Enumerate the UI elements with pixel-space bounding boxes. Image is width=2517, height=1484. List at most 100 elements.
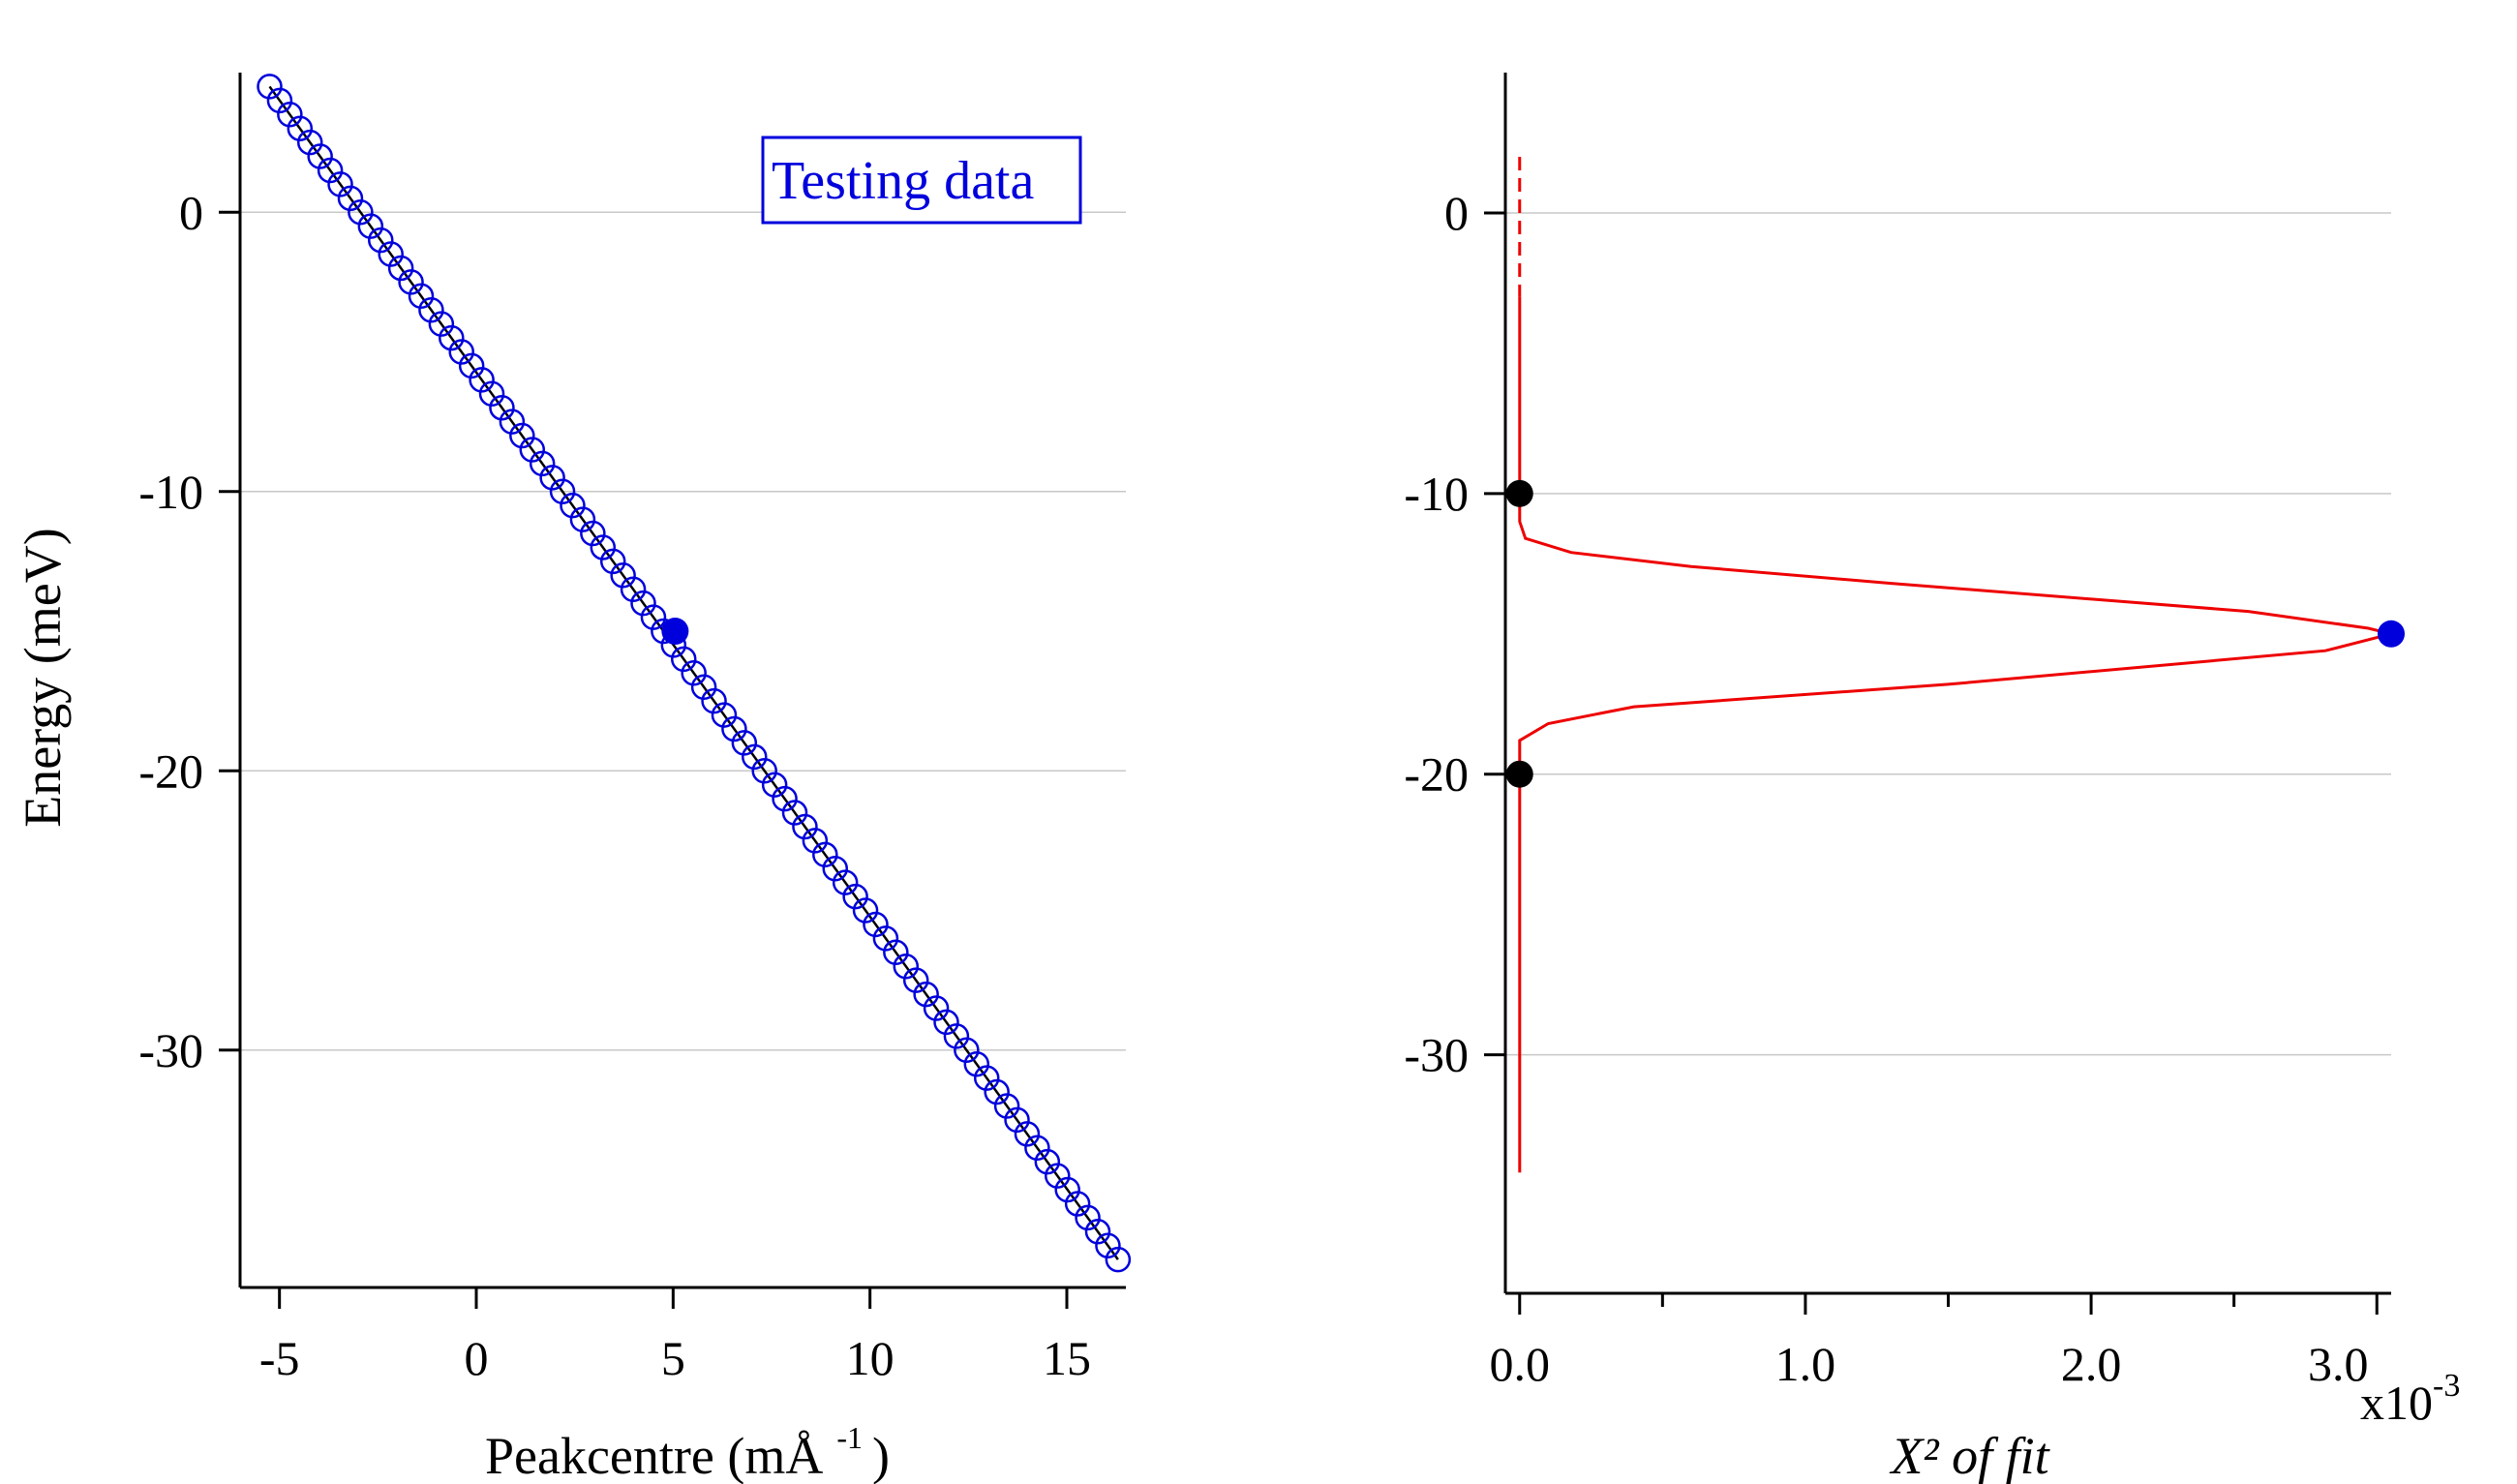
data-point [590, 534, 617, 560]
data-point [852, 897, 879, 924]
data-point [984, 1078, 1010, 1105]
right-y-tick-label: 0 [1444, 186, 1469, 240]
data-point [1045, 1163, 1071, 1189]
energy-vs-peakcentre-chart: 0 -10 -20 -30 -5 0 5 10 15 Testing data Energy (… [14, 73, 1132, 1484]
data-point [751, 758, 777, 784]
data-point [469, 367, 495, 393]
left-y-tick-label: -10 [138, 465, 203, 519]
data-point [913, 981, 939, 1008]
data-point [883, 939, 909, 966]
left-x-axis-title-main: Peakcentre (mÅ [485, 1427, 823, 1484]
data-point [398, 269, 424, 295]
data-point [428, 311, 455, 337]
data-point [1054, 1176, 1080, 1203]
data-point [822, 855, 848, 882]
marker-point [1505, 479, 1533, 507]
left-x-tick-label: 10 [846, 1331, 895, 1385]
data-point [418, 296, 444, 323]
right-y-tick-label: -20 [1404, 747, 1469, 802]
data-point [963, 1050, 990, 1077]
right-x-tick-label: 3.0 [2308, 1337, 2369, 1391]
legend-label: Testing data [772, 151, 1034, 211]
data-point [317, 157, 344, 184]
data-point [681, 660, 707, 686]
data-point [357, 213, 384, 239]
data-point [610, 562, 636, 589]
left-axes: 0 -10 -20 -30 -5 0 5 10 15 [138, 73, 1126, 1385]
data-point [408, 283, 435, 310]
data-point [539, 465, 565, 491]
left-x-tick-label: 5 [661, 1331, 685, 1385]
data-point [832, 869, 859, 895]
legend: Testing data [761, 136, 1082, 225]
data-point [277, 102, 303, 128]
data-point [954, 1037, 980, 1064]
chi2-curve [1518, 296, 2392, 1173]
data-point [923, 995, 950, 1021]
left-y-tick-label: 0 [179, 185, 203, 239]
right-x-tick-label: 1.0 [1775, 1337, 1836, 1391]
data-point [368, 227, 394, 254]
data-point [1064, 1191, 1091, 1217]
right-x-tick-label: 0.0 [1490, 1337, 1551, 1391]
data-point [287, 115, 314, 141]
right-x-axis-title: X² of fit [1889, 1427, 2050, 1484]
right-x-tick-label: 2.0 [2061, 1337, 2122, 1391]
data-point [1105, 1246, 1132, 1273]
data-point [489, 394, 515, 421]
data-point [560, 492, 586, 519]
data-point [569, 506, 596, 532]
data-point [933, 1009, 959, 1036]
data-point [902, 967, 929, 993]
right-x-multiplier-base: x10 [2360, 1376, 2433, 1430]
right-y-tick-label: -10 [1404, 467, 1469, 521]
data-point [761, 772, 788, 798]
data-point [348, 199, 374, 226]
data-point [731, 730, 758, 756]
right-x-multiplier-exp: -3 [2433, 1368, 2460, 1404]
left-x-axis-title: Peakcentre (mÅ -1) [485, 1420, 890, 1484]
data-point [257, 74, 283, 100]
data-point [711, 702, 738, 728]
data-point [499, 409, 526, 435]
left-x-tick-label: -5 [259, 1331, 300, 1385]
left-x-axis-title-close: ) [872, 1427, 890, 1484]
left-fit-line-segment [268, 85, 1119, 1260]
data-point [1075, 1204, 1101, 1231]
left-data-points [257, 74, 1132, 1273]
data-point [640, 604, 667, 630]
data-point [580, 520, 606, 547]
data-point [772, 785, 798, 812]
data-point [993, 1093, 1020, 1119]
data-point [893, 953, 920, 980]
marker-point [1505, 760, 1533, 788]
energy-vs-chi2-chart: 0 -10 -20 -30 0.0 1.0 2.0 3.0 X² of fit x10-3 [1404, 73, 2460, 1484]
data-point [1095, 1232, 1121, 1258]
data-point [690, 674, 717, 700]
marker-point [2378, 620, 2405, 648]
data-point [439, 324, 465, 351]
data-point [701, 687, 727, 714]
data-point [519, 437, 546, 463]
data-point [387, 255, 414, 282]
data-point [478, 380, 505, 408]
data-point [721, 715, 747, 742]
legend-box [761, 136, 1082, 225]
data-point [1024, 1135, 1050, 1161]
data-point [266, 87, 293, 114]
right-axes: 0 -10 -20 -30 0.0 1.0 2.0 3.0 [1404, 73, 2391, 1391]
data-point [1004, 1106, 1030, 1134]
right-highlight-points [1505, 479, 2405, 788]
data-point [973, 1065, 1000, 1091]
left-y-tick-label: -20 [138, 743, 203, 798]
left-x-tick-label: 0 [465, 1331, 489, 1385]
data-point [327, 171, 353, 197]
left-fit-line [268, 85, 1119, 1260]
left-y-tick-label: -30 [138, 1023, 203, 1077]
right-gridlines [1505, 212, 2391, 1056]
data-point [943, 1023, 970, 1049]
left-x-tick-label: 15 [1043, 1331, 1091, 1385]
right-y-tick-label: -30 [1404, 1028, 1469, 1082]
data-point [1084, 1219, 1111, 1245]
